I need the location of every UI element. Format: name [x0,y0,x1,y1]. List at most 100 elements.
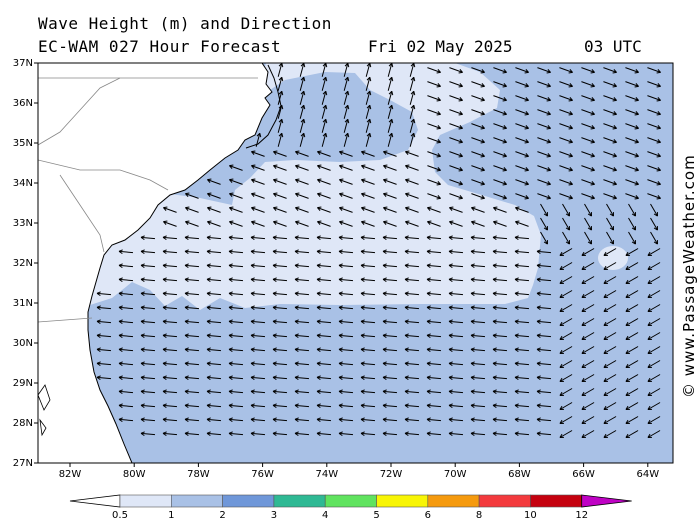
wave-arrow [360,417,376,423]
wave-arrow [162,319,178,325]
wave-arrow [228,389,244,395]
wave-arrow [387,118,394,133]
wave-arrow [470,263,486,269]
wave-arrow [382,417,398,423]
wave-arrow [536,291,552,297]
wave-arrow [294,263,310,269]
wave-arrow [470,291,486,297]
wave-arrow [625,416,639,424]
wave-arrow [272,249,288,255]
wave-arrow [492,319,508,325]
wave-arrow [537,123,551,130]
wave-arrow [427,95,441,102]
wave-arrow [272,319,288,325]
wave-arrow [514,235,530,241]
wave-arrow [316,235,332,241]
wave-arrow [562,231,570,245]
wave-arrow [515,151,529,158]
wave-arrow [559,137,573,144]
wave-arrow [581,304,595,312]
wave-arrow [383,192,397,199]
wave-arrow [470,389,486,395]
wave-arrow [162,361,178,367]
lat-label: 31N [13,298,33,309]
wave-arrow [206,277,222,283]
wave-arrow [387,76,394,91]
wave-arrow [118,403,134,409]
wave-arrow [581,332,595,340]
wave-arrow [360,361,376,367]
wave-arrow [338,347,354,353]
wave-arrow [625,318,639,326]
wave-arrow [387,63,394,77]
wave-arrow [559,374,573,382]
wave-arrow [338,431,354,437]
wave-arrow [581,402,595,410]
wave-arrow [647,165,661,172]
wave-arrow [536,417,552,423]
wave-arrow [360,333,376,339]
wave-arrow [383,178,397,185]
wave-arrow [338,305,354,311]
wave-arrow [449,123,463,130]
wave-arrow [206,389,222,395]
wave-arrow [559,332,573,340]
wave-arrow [559,95,573,102]
wave-arrow [316,417,332,423]
wave-arrow [140,333,156,339]
wave-arrow [272,347,288,353]
wave-arrow [603,290,617,298]
wave-arrow [625,95,639,102]
wave-arrow [603,332,617,340]
wave-arrow [647,402,661,410]
wave-arrow [321,104,328,119]
wave-arrow [559,67,573,74]
wave-arrow [625,165,639,172]
wave-arrow [206,291,222,297]
wave-arrow [338,277,354,283]
wave-arrow [294,403,310,409]
wave-arrow [338,291,354,297]
wave-arrow [229,220,243,227]
wave-arrow [118,291,134,297]
wave-arrow [448,403,464,409]
legend-swatch [427,494,480,508]
wave-arrow [277,76,284,91]
wave-arrow [409,132,416,147]
state-border [38,159,169,191]
wave-arrow [273,192,287,199]
lon-label: 70W [444,469,467,480]
wave-arrow [404,333,420,339]
wave-arrow [559,165,573,172]
wave-arrow [228,417,244,423]
wave-arrow [427,123,441,130]
wave-arrow [603,81,617,88]
lat-label: 32N [13,258,33,269]
wave-arrow [625,151,639,158]
wave-arrow [470,417,486,423]
wave-arrow [339,192,353,199]
wave-arrow [184,249,200,255]
wave-arrow [251,178,265,185]
wave-arrow [603,346,617,354]
wave-arrow [559,262,573,270]
wave-arrow [625,304,639,312]
wave-arrow [338,389,354,395]
wave-arrow [343,104,350,119]
wave-arrow [471,193,485,200]
wave-arrow [250,361,266,367]
wave-arrow [536,375,552,381]
wave-arrow [321,118,328,133]
wave-arrow [382,305,398,311]
wave-arrow [427,81,441,88]
map-subtitle: EC-WAM 027 Hour Forecast [38,37,282,56]
wave-arrow [492,305,508,311]
wave-arrow [492,431,508,437]
forecast-time: 03 UTC [584,37,642,56]
wave-arrow [625,179,639,186]
wave-arrow [365,76,372,91]
wave-arrow [448,347,464,353]
wave-arrow [162,333,178,339]
wave-arrow [537,95,551,102]
wave-arrow [140,291,156,297]
